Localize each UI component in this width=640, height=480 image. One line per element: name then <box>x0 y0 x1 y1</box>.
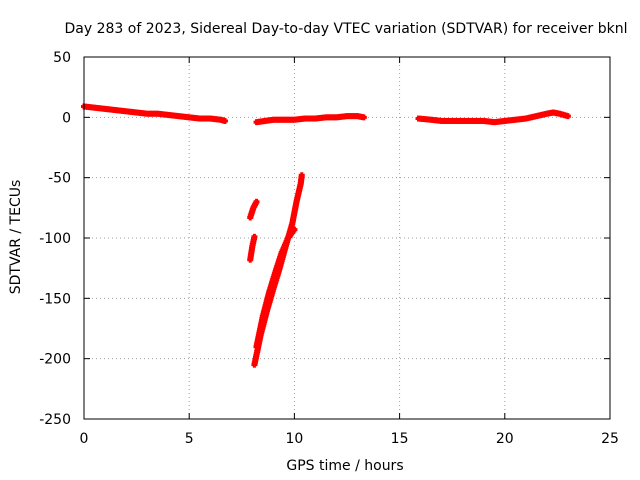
x-axis-label: GPS time / hours <box>286 458 403 474</box>
y-tick-label: -250 <box>39 412 71 428</box>
x-tick-label: 20 <box>496 431 514 447</box>
chart-title: Day 283 of 2023, Sidereal Day-to-day VTE… <box>65 21 628 37</box>
y-tick-label: 0 <box>62 110 71 126</box>
series-track-2 <box>253 113 367 126</box>
series-drop-2 <box>253 226 298 350</box>
x-tick-label: 0 <box>80 431 89 447</box>
x-tick-label: 25 <box>601 431 619 447</box>
series-drop-3 <box>247 233 258 263</box>
y-tick-label: -150 <box>39 291 71 307</box>
data-series <box>81 103 571 368</box>
series-track-1 <box>81 103 228 124</box>
y-tick-label: -200 <box>39 352 71 368</box>
plot-frame <box>83 56 611 420</box>
x-tick-label: 15 <box>391 431 409 447</box>
y-tick-label: -100 <box>39 231 71 247</box>
x-tick-label: 5 <box>185 431 194 447</box>
axis-ticks: 0 5 10 15 20 25 50 0 -50 -100 -150 -200 -250 <box>39 50 619 447</box>
x-tick-label: 10 <box>285 431 303 447</box>
series-track-3 <box>415 109 571 126</box>
y-tick-label: -50 <box>48 171 71 187</box>
grid <box>84 57 610 419</box>
y-tick-label: 50 <box>53 50 71 66</box>
y-axis-label: SDTVAR / TECUs <box>8 180 24 295</box>
series-drop-4 <box>247 198 260 221</box>
